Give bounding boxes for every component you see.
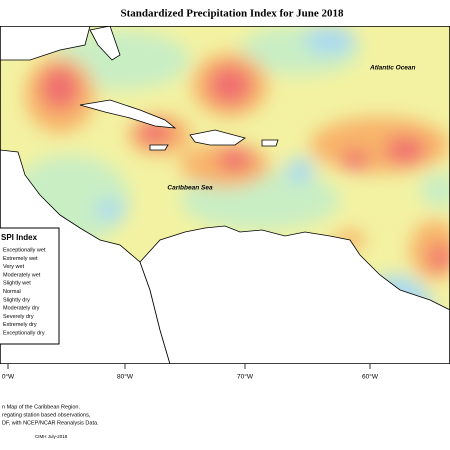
legend-item: Exceptionally dry [3,330,45,336]
legend-item: Severely dry [3,314,34,320]
ocean-label: Atlantic Ocean [369,65,416,72]
axis-label: 0°W [2,373,15,381]
legend-item: Moderately wet [3,272,41,278]
legend-item: Very wet [3,264,25,270]
map-title: Standardized Precipitation Index for Jun… [121,8,344,20]
sea-label: Caribbean Sea [167,185,213,192]
legend-item: Exceptionally wet [3,247,46,253]
axis-label: 70°W [237,373,254,381]
legend-item: Slightly dry [3,297,30,303]
legend-item: Extremely dry [3,322,37,328]
footnote-credit: CIMH July-2018 [35,434,68,439]
legend-item: Extremely wet [3,256,38,262]
spi-field [0,26,450,364]
legend: SPI Index Exceptionally wet Extremely wet… [0,227,60,345]
legend-item: Normal [3,289,21,295]
axis-label: 60°W [362,373,379,381]
footnote-line: n Map of the Caribbean Region. [2,404,80,410]
footnote-line: regating station based observations, [2,412,91,418]
legend-item: Moderately dry [3,306,40,312]
legend-item: Slightly wet [3,281,31,287]
axis-label: 80°W [117,373,134,381]
legend-title: SPI Index [1,233,38,242]
footnote-line: DF, with NCEP/NCAR Reanalysis Data. [2,420,99,426]
